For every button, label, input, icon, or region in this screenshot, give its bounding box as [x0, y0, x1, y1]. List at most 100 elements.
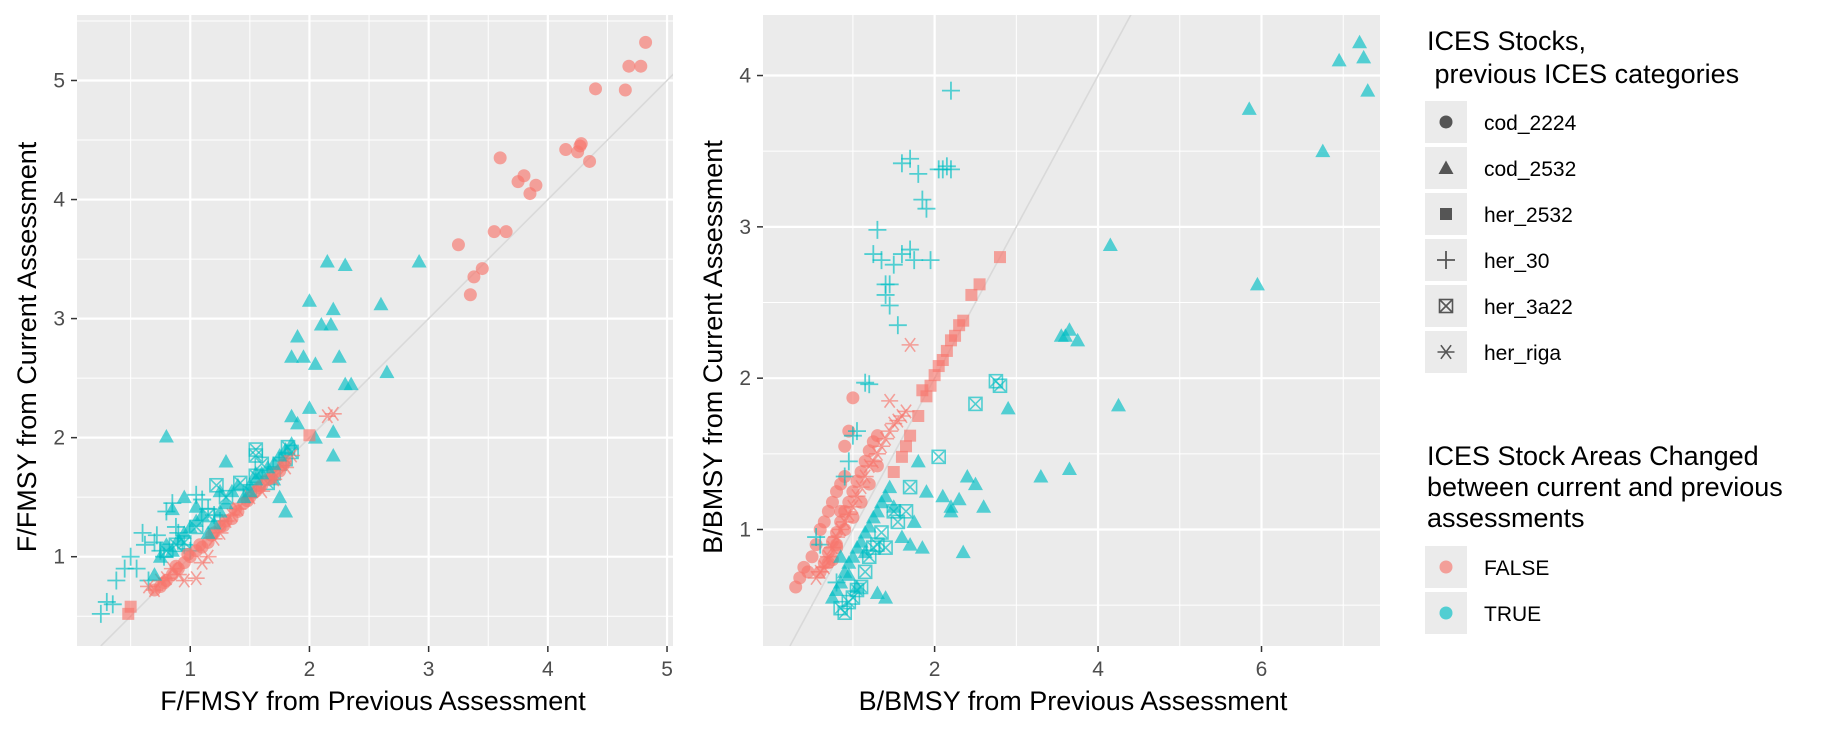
data-point-plus [839, 452, 858, 471]
data-point-square [887, 465, 900, 478]
data-point-triangle [272, 489, 288, 504]
x-tick-label: 4 [542, 658, 554, 681]
data-point-circle [475, 262, 489, 276]
points-right [789, 34, 1376, 621]
data-point-plus [880, 296, 899, 315]
x-tick-label: 3 [423, 658, 435, 681]
data-point-circle [805, 550, 819, 564]
data-point-plus [876, 285, 895, 304]
data-point-triangle [313, 317, 329, 331]
data-point-triangle [212, 503, 228, 518]
data-point-asterisk [901, 337, 919, 353]
data-point-asterisk [897, 404, 915, 419]
x-tick-label: 5 [661, 658, 673, 681]
data-point-circle [801, 565, 815, 579]
legend-label-her_30: her_30 [1484, 250, 1549, 273]
data-point-circle [463, 288, 477, 302]
data-point-circle [870, 429, 884, 443]
data-point-circle [169, 559, 183, 573]
legend-key-circle [1439, 115, 1453, 129]
data-point-boxx [902, 479, 918, 495]
data-point-triangle [260, 459, 276, 474]
data-point-boxx [878, 540, 893, 555]
data-point-circle [529, 178, 543, 192]
data-point-triangle [307, 356, 323, 370]
data-point-plus [163, 494, 182, 513]
data-point-circle [870, 459, 884, 473]
points-left [91, 35, 653, 623]
data-point-circle [193, 538, 207, 552]
x-axis-title-right: B/BMSY from Previous Assessment [859, 686, 1288, 716]
legend-color-title-line-2: between current and previous [1427, 472, 1783, 502]
data-point-triangle [325, 424, 341, 438]
data-point-triangle [290, 415, 306, 430]
data-point-triangle [1000, 400, 1016, 415]
data-point-triangle [411, 253, 427, 268]
data-point-circle [622, 59, 636, 73]
data-point-triangle [373, 296, 389, 311]
data-point-triangle [910, 453, 926, 468]
data-point-triangle [218, 453, 234, 468]
data-point-square [965, 288, 978, 301]
data-point-plus [807, 528, 826, 547]
data-point-triangle [1352, 34, 1368, 49]
data-point-triangle [861, 518, 877, 533]
data-point-circle [499, 225, 513, 239]
data-point-plus [917, 199, 936, 218]
data-point-triangle [331, 349, 347, 363]
data-point-square [124, 600, 137, 613]
data-point-circle [846, 510, 860, 524]
data-point-triangle [1070, 332, 1086, 347]
panel-b-bmsy: 2 4 6 1 2 3 4 [739, 15, 1380, 681]
data-point-plus [860, 375, 879, 394]
data-point-triangle [242, 483, 258, 498]
y-axis-title-left: F/FMSY from Current Assessment [12, 141, 42, 552]
legend-label-cod_2532: cod_2532 [1484, 158, 1576, 181]
data-point-plus [843, 426, 862, 445]
data-point-triangle [976, 499, 992, 513]
data-point-triangle [1102, 237, 1118, 252]
data-point-triangle [325, 448, 341, 462]
data-point-circle [821, 556, 835, 570]
data-point-circle [467, 270, 481, 284]
data-point-triangle [1331, 52, 1347, 67]
data-point-triangle [325, 301, 341, 316]
legend-shape: ICES Stocks, previous ICES categories co… [1425, 26, 1739, 373]
data-point-triangle [284, 408, 300, 423]
y-tick-label: 2 [53, 427, 65, 450]
data-point-circle [862, 477, 876, 491]
data-point-circle [517, 169, 531, 183]
data-point-square [303, 429, 316, 442]
data-point-plus [856, 373, 875, 392]
grid-left [77, 15, 673, 646]
data-point-circle [854, 495, 868, 509]
data-point-plus [941, 160, 960, 179]
data-point-asterisk [175, 573, 193, 588]
data-point-plus [901, 240, 920, 259]
data-point-plus [880, 275, 899, 294]
data-point-triangle [218, 495, 234, 510]
data-point-plus [107, 571, 126, 590]
data-point-triangle [849, 579, 865, 593]
data-point-plus [921, 251, 940, 270]
data-point-triangle [319, 253, 335, 268]
data-point-plus [892, 245, 911, 264]
data-point-triangle [833, 549, 849, 563]
data-point-boxx [874, 525, 889, 540]
y-tick-label: 4 [53, 189, 65, 212]
data-point-asterisk [187, 570, 205, 586]
data-point-triangle [295, 349, 311, 363]
data-point-triangle [869, 585, 885, 600]
data-point-triangle [200, 525, 216, 539]
data-point-plus [835, 467, 854, 486]
x-tick-label: 2 [304, 658, 316, 681]
data-point-triangle [343, 376, 359, 391]
data-point-triangle [869, 503, 885, 518]
data-point-circle [846, 485, 860, 499]
reference-line-right [789, 15, 1132, 646]
data-point-circle [574, 137, 588, 151]
legend-key-triangle [1438, 160, 1454, 174]
data-point-triangle [906, 514, 922, 528]
data-point-triangle [301, 400, 317, 414]
data-point-triangle [1061, 461, 1077, 475]
